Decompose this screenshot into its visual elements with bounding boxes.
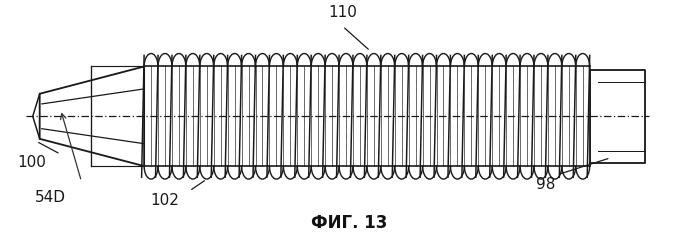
Text: 100: 100 — [17, 155, 47, 170]
Text: 54D: 54D — [35, 190, 66, 205]
Text: 102: 102 — [150, 193, 180, 208]
Text: 110: 110 — [328, 5, 357, 20]
Text: 98: 98 — [535, 177, 555, 192]
Text: ФИГ. 13: ФИГ. 13 — [311, 214, 388, 233]
